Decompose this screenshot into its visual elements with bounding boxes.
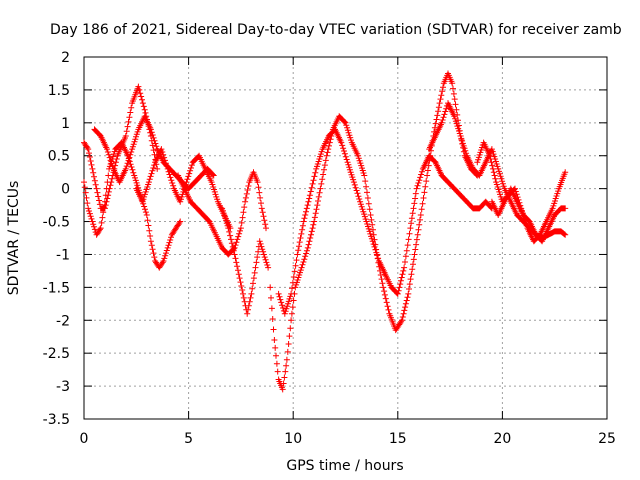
chart-title: Day 186 of 2021, Sidereal Day-to-day VTE… bbox=[50, 22, 622, 38]
x-axis-label: GPS time / hours bbox=[286, 458, 403, 474]
y-tick-label: 0 bbox=[61, 182, 70, 198]
x-tick-label: 0 bbox=[80, 431, 89, 447]
plus-markers bbox=[81, 139, 184, 271]
x-tick-label: 25 bbox=[598, 431, 616, 447]
y-tick-label: -1.5 bbox=[43, 280, 70, 296]
y-tick-label: -1 bbox=[56, 247, 70, 263]
data-markers bbox=[81, 70, 569, 393]
axis-ticks: 0 5 10 15 20 25 2 1.5 1 0.5 0 -0.5 -1 -1.5 -2 -2.5 -3 -3.… bbox=[43, 50, 616, 447]
x-tick-label: 15 bbox=[389, 431, 407, 447]
y-axis-label: SDTVAR / TECUs bbox=[6, 181, 22, 296]
y-tick-label: 0.5 bbox=[48, 149, 70, 165]
x-tick-label: 5 bbox=[184, 431, 193, 447]
x-tick-label: 20 bbox=[493, 431, 511, 447]
y-tick-label: 2 bbox=[61, 50, 70, 66]
y-tick-label: -2 bbox=[56, 313, 70, 329]
series-track-11 bbox=[488, 185, 569, 245]
series-track-8 bbox=[275, 126, 495, 317]
plus-markers bbox=[219, 205, 272, 317]
plus-markers bbox=[175, 169, 269, 258]
series-track-4 bbox=[133, 146, 234, 232]
grid-lines bbox=[84, 57, 607, 419]
plus-markers bbox=[488, 185, 569, 245]
plus-markers bbox=[275, 126, 495, 317]
series-track-5 bbox=[175, 169, 269, 258]
plot-frame bbox=[83, 56, 608, 420]
y-tick-label: -0.5 bbox=[43, 215, 70, 231]
y-tick-label: -2.5 bbox=[43, 346, 70, 362]
x-tick-label: 10 bbox=[284, 431, 302, 447]
series-track-2 bbox=[81, 139, 184, 271]
series-track-6 bbox=[219, 205, 272, 317]
y-tick-label: -3 bbox=[56, 379, 70, 395]
y-tick-label: -3.5 bbox=[43, 412, 70, 428]
y-tick-label: 1 bbox=[61, 116, 70, 132]
y-tick-label: 1.5 bbox=[48, 83, 70, 99]
plus-markers bbox=[133, 146, 234, 232]
